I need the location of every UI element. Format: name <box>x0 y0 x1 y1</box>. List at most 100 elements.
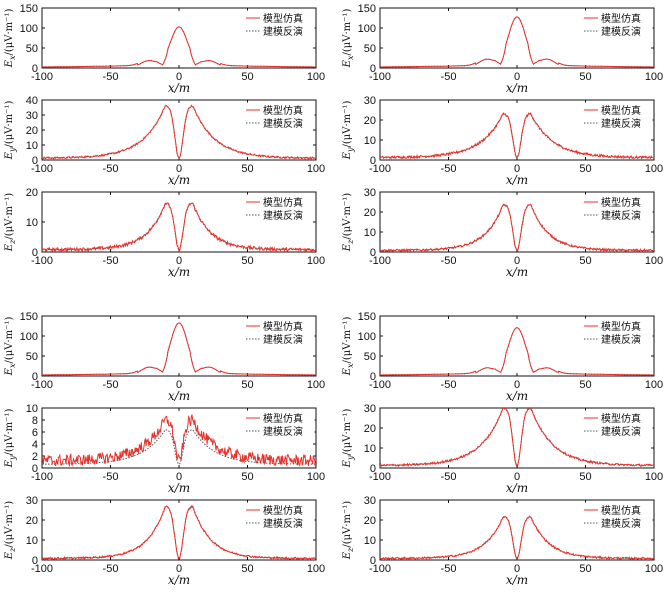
y-tick-label: 30 <box>26 495 38 507</box>
x-tick-label: 0 <box>176 471 182 483</box>
y-tick-label: 20 <box>364 115 376 127</box>
legend-sim-label: 模型仿真 <box>263 196 303 209</box>
x-axis-label: x/m <box>168 481 190 495</box>
x-axis-label: x/m <box>168 81 190 95</box>
x-tick-label: -100 <box>31 163 53 175</box>
x-tick-label: -50 <box>441 471 457 483</box>
x-tick-label: -100 <box>369 471 391 483</box>
legend-inv-label: 建模反演 <box>601 209 641 222</box>
x-tick-label: -50 <box>441 163 457 175</box>
y-tick-label: 10 <box>364 443 376 455</box>
y-tick-label: 30 <box>26 110 38 122</box>
y-tick-label: 10 <box>364 135 376 147</box>
y-axis-label: Ex/(μV·m⁻¹) <box>4 9 17 69</box>
y-tick-label: 20 <box>364 515 376 527</box>
x-tick-label: 50 <box>241 71 253 83</box>
y-tick-label: 50 <box>26 43 38 55</box>
y-axis-label: Ez/(μV·m⁻¹) <box>4 193 17 252</box>
x-axis-label: x/m <box>506 81 528 95</box>
y-tick-label: 100 <box>358 331 376 343</box>
y-tick-label: 0 <box>32 63 38 75</box>
series-simulation-line <box>42 202 316 252</box>
y-tick-label: 0 <box>32 155 38 167</box>
subplot-11: -100 -50 0 50 100 0 10 20 30 x/m Ez/(μV·m⁻¹) 模型仿真建模… <box>342 495 663 587</box>
y-tick-label: 20 <box>26 187 38 199</box>
legend-inv-label: 建模反演 <box>263 425 303 438</box>
x-axis-label: x/m <box>506 265 528 279</box>
y-tick-label: 6 <box>32 427 38 439</box>
x-tick-label: 100 <box>307 471 325 483</box>
x-tick-label: 0 <box>176 379 182 391</box>
legend-inv-label: 建模反演 <box>263 517 303 530</box>
legend-inv-label: 建模反演 <box>601 25 641 38</box>
x-tick-label: 50 <box>579 71 591 83</box>
legend-box <box>579 502 653 530</box>
x-tick-label: 50 <box>579 255 591 267</box>
y-tick-label: 0 <box>370 155 376 167</box>
x-tick-label: -100 <box>369 71 391 83</box>
subplot-9: -100 -50 0 50 100 0 10 20 30 x/m Ey/(μV·m⁻¹) 模型仿真建模… <box>342 403 663 495</box>
legend-sim-label: 模型仿真 <box>263 104 303 117</box>
x-tick-label: -100 <box>369 163 391 175</box>
x-tick-label: 0 <box>176 255 182 267</box>
y-axis-label: Ey/(μV·m⁻¹) <box>342 409 355 469</box>
x-tick-label: 50 <box>579 163 591 175</box>
x-tick-label: 50 <box>579 563 591 575</box>
legend-inv-label: 建模反演 <box>601 333 641 346</box>
y-tick-label: 0 <box>370 247 376 259</box>
x-tick-label: 100 <box>307 379 325 391</box>
legend-inv-label: 建模反演 <box>601 425 641 438</box>
legend-box <box>241 502 315 530</box>
subplot-1: -100 -50 0 50 100 0 50 100 150 x/m Ex/(μV·m⁻¹) 模型仿真… <box>342 3 663 95</box>
x-tick-label: -100 <box>31 255 53 267</box>
y-axis-label: Ey/(μV·m⁻¹) <box>4 101 17 161</box>
x-tick-label: 100 <box>645 255 663 267</box>
legend-sim-label: 模型仿真 <box>263 504 303 517</box>
y-tick-label: 20 <box>26 125 38 137</box>
y-axis-label: Ex/(μV·m⁻¹) <box>342 9 355 69</box>
y-tick-label: 10 <box>26 403 38 415</box>
x-tick-label: 0 <box>514 563 520 575</box>
series-simulation-line <box>380 408 654 468</box>
y-tick-label: 10 <box>26 140 38 152</box>
legend-box <box>579 410 653 438</box>
x-tick-label: 100 <box>645 71 663 83</box>
y-tick-label: 2 <box>32 451 38 463</box>
x-tick-label: 0 <box>514 255 520 267</box>
x-tick-label: -100 <box>31 379 53 391</box>
x-tick-label: 100 <box>307 255 325 267</box>
series-simulation-line <box>380 16 654 68</box>
y-axis-label: Ez/(μV·m⁻¹) <box>342 193 355 252</box>
y-tick-label: 20 <box>364 423 376 435</box>
y-tick-label: 30 <box>364 403 376 415</box>
x-tick-label: 50 <box>579 379 591 391</box>
x-axis-label: x/m <box>506 573 528 587</box>
x-tick-label: 50 <box>241 563 253 575</box>
x-tick-label: 0 <box>514 471 520 483</box>
x-tick-label: 100 <box>645 163 663 175</box>
legend-inv-label: 建模反演 <box>263 25 303 38</box>
y-axis-label: Ez/(μV·m⁻¹) <box>342 501 355 560</box>
y-tick-label: 150 <box>358 311 376 323</box>
x-axis-label: x/m <box>168 173 190 187</box>
x-tick-label: -50 <box>441 71 457 83</box>
series-simulation-line <box>380 203 654 252</box>
x-tick-label: 50 <box>241 255 253 267</box>
x-tick-label: 100 <box>645 563 663 575</box>
x-tick-label: 100 <box>645 379 663 391</box>
x-tick-label: 50 <box>579 471 591 483</box>
x-tick-label: 50 <box>241 471 253 483</box>
x-tick-label: 0 <box>176 163 182 175</box>
y-tick-label: 100 <box>20 331 38 343</box>
y-tick-label: 0 <box>32 247 38 259</box>
subplot-2: -100 -50 0 50 100 0 10 20 30 40 x/m Ey/(μV·m⁻¹) 模型仿真… <box>4 95 325 187</box>
x-tick-label: 0 <box>514 379 520 391</box>
legend-sim-label: 模型仿真 <box>263 320 303 333</box>
legend-box <box>241 410 315 438</box>
series-simulation-line <box>42 414 316 468</box>
series-simulation-line <box>42 322 316 376</box>
legend-box <box>241 194 315 222</box>
y-tick-label: 10 <box>364 227 376 239</box>
series-simulation-line <box>380 111 654 160</box>
